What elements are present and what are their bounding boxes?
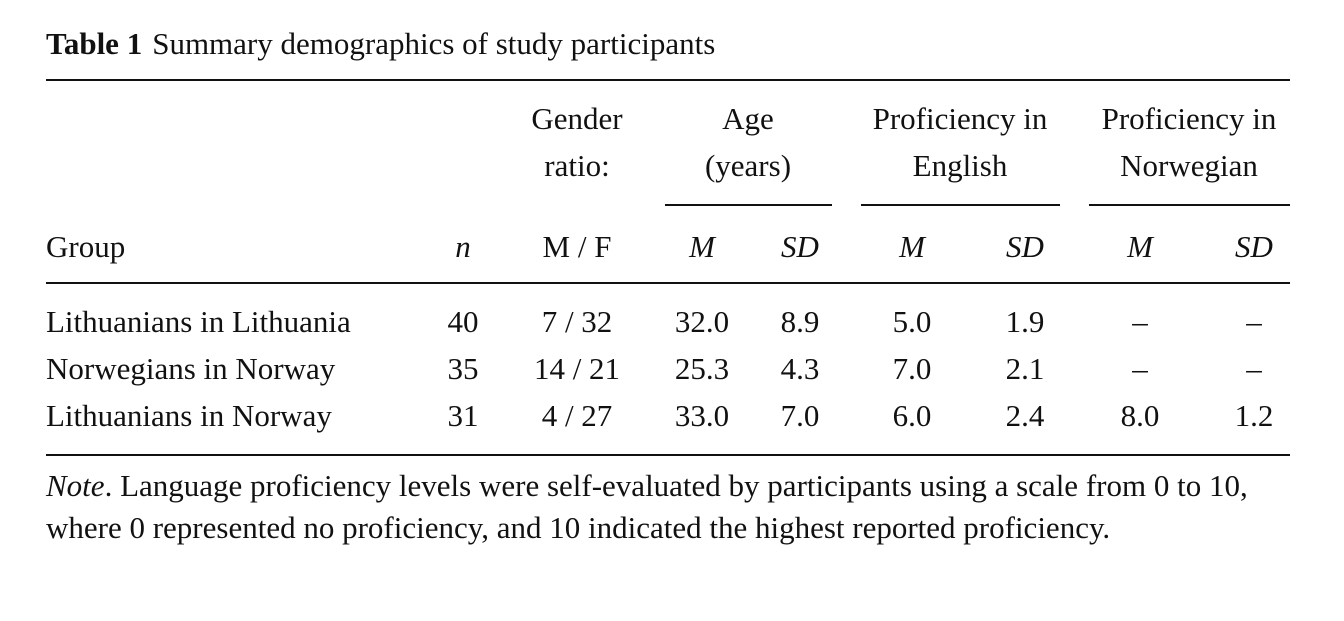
row-1-age-sd: 8.9 <box>780 304 820 339</box>
row-2-gender: 14 / 21 <box>533 351 621 386</box>
header-english-line1: Proficiency in <box>872 101 1048 136</box>
row-3-age-m: 33.0 <box>674 398 730 433</box>
row-1-english-m: 5.0 <box>892 304 932 339</box>
header-english-sd: SD <box>1006 229 1044 264</box>
row-1-english-sd: 1.9 <box>1005 304 1045 339</box>
row-1-norwegian-sd: – <box>1246 304 1262 339</box>
row-2-group: Norwegians in Norway <box>46 351 336 386</box>
header-rule <box>46 282 1290 284</box>
english-spanner-rule <box>861 204 1060 206</box>
table-label: Table 1 <box>46 26 143 61</box>
row-3-norwegian-m: 8.0 <box>1120 398 1160 433</box>
header-gender-line2: ratio: <box>544 148 610 183</box>
header-age-m: M <box>689 229 715 264</box>
row-1-group: Lithuanians in Lithuania <box>46 304 351 339</box>
header-age-line2: (years) <box>704 148 792 183</box>
table-caption: Table 1 Summary demographics of study par… <box>46 24 715 64</box>
row-3-english-sd: 2.4 <box>1005 398 1045 433</box>
table-title: Summary demographics of study participan… <box>152 26 716 61</box>
row-3-age-sd: 7.0 <box>780 398 820 433</box>
table-note: Note. Language proficiency levels were s… <box>46 465 1290 549</box>
header-english-line2: English <box>912 148 1008 183</box>
row-1-n: 40 <box>447 304 479 339</box>
header-n: n <box>455 229 471 264</box>
header-age-sd: SD <box>781 229 819 264</box>
row-3-group: Lithuanians in Norway <box>46 398 332 433</box>
row-3-norwegian-sd: 1.2 <box>1234 398 1274 433</box>
row-2-age-m: 25.3 <box>674 351 730 386</box>
row-2-norwegian-m: – <box>1132 351 1148 386</box>
header-norwegian-m: M <box>1127 229 1153 264</box>
note-label: Note <box>46 468 105 503</box>
row-3-english-m: 6.0 <box>892 398 932 433</box>
header-norwegian-sd: SD <box>1235 229 1273 264</box>
row-3-n: 31 <box>447 398 479 433</box>
note-text: . Language proficiency levels were self-… <box>46 468 1248 545</box>
row-1-age-m: 32.0 <box>674 304 730 339</box>
bottom-rule <box>46 454 1290 456</box>
row-2-english-m: 7.0 <box>892 351 932 386</box>
header-group: Group <box>46 229 126 264</box>
header-norwegian-line1: Proficiency in <box>1101 101 1277 136</box>
header-gender-mf: M / F <box>542 229 612 264</box>
row-2-age-sd: 4.3 <box>780 351 820 386</box>
row-1-norwegian-m: – <box>1132 304 1148 339</box>
row-2-english-sd: 2.1 <box>1005 351 1045 386</box>
norwegian-spanner-rule <box>1089 204 1290 206</box>
row-1-gender: 7 / 32 <box>541 304 613 339</box>
top-rule <box>46 79 1290 81</box>
header-age-line1: Age <box>722 101 774 136</box>
age-spanner-rule <box>665 204 832 206</box>
header-gender-line1: Gender <box>531 101 623 136</box>
row-2-norwegian-sd: – <box>1246 351 1262 386</box>
row-3-gender: 4 / 27 <box>541 398 613 433</box>
header-english-m: M <box>899 229 925 264</box>
row-2-n: 35 <box>447 351 479 386</box>
header-norwegian-line2: Norwegian <box>1120 148 1258 183</box>
